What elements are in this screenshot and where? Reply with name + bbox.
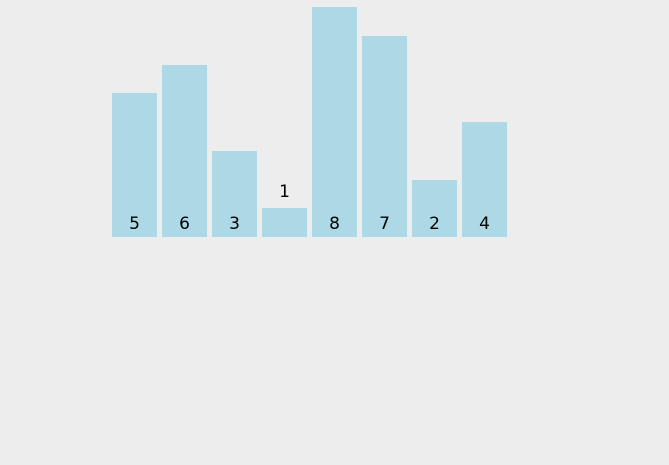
bar: 1 (262, 184, 307, 237)
bar-group: 5 6 3 1 8 7 2 4 (112, 7, 507, 237)
bar: 4 (462, 122, 507, 237)
bar-label: 8 (329, 214, 340, 234)
bar: 7 (362, 35, 407, 237)
bar: 3 (212, 150, 257, 237)
bar-label: 1 (279, 182, 290, 203)
bar-label: 2 (429, 214, 440, 234)
bar: 8 (312, 7, 357, 237)
bar: 5 (112, 93, 157, 237)
bar: 2 (412, 179, 457, 237)
bar-label: 4 (479, 214, 490, 234)
bar-label: 7 (379, 214, 390, 234)
bar-label: 5 (129, 214, 140, 234)
bar-label: 6 (179, 214, 190, 234)
bar-label: 3 (229, 214, 240, 234)
bar: 6 (162, 64, 207, 237)
